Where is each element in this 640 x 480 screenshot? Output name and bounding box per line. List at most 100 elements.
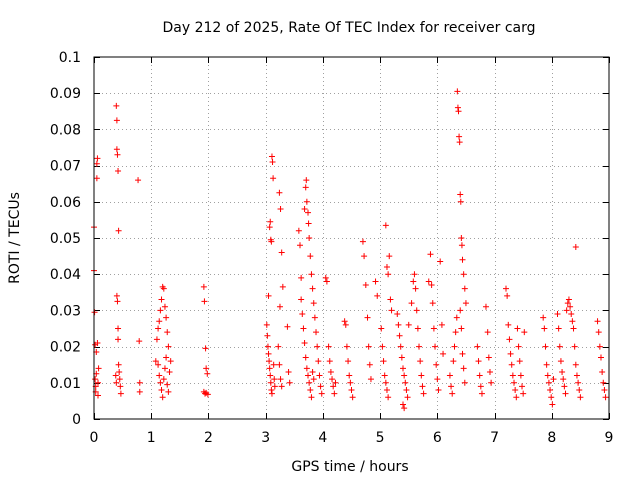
data-point bbox=[425, 278, 432, 285]
x-axis-label: GPS time / hours bbox=[291, 459, 408, 475]
data-point bbox=[117, 390, 124, 397]
data-point bbox=[331, 390, 338, 397]
data-point bbox=[458, 242, 465, 249]
data-point bbox=[155, 325, 162, 332]
data-point bbox=[342, 321, 349, 328]
data-point bbox=[506, 336, 513, 343]
data-point bbox=[276, 303, 283, 310]
data-point bbox=[268, 387, 275, 394]
data-point bbox=[308, 394, 315, 401]
data-point bbox=[309, 368, 316, 375]
data-point bbox=[317, 383, 324, 390]
data-point bbox=[265, 350, 272, 357]
data-point bbox=[301, 206, 308, 213]
data-point bbox=[303, 177, 310, 184]
data-point bbox=[307, 253, 314, 260]
data-point bbox=[270, 361, 277, 368]
x-tick-label: 1 bbox=[147, 430, 156, 446]
data-point bbox=[432, 343, 439, 350]
data-point bbox=[545, 379, 552, 386]
data-point bbox=[93, 160, 100, 167]
data-point bbox=[327, 368, 334, 375]
data-point bbox=[387, 296, 394, 303]
data-point bbox=[266, 365, 273, 372]
data-point bbox=[330, 383, 337, 390]
data-point bbox=[484, 329, 491, 336]
data-point bbox=[548, 394, 555, 401]
data-point bbox=[520, 390, 527, 397]
x-tick-label: 4 bbox=[318, 430, 327, 446]
data-point bbox=[202, 345, 209, 352]
data-point bbox=[428, 282, 435, 289]
data-point bbox=[298, 296, 305, 303]
data-point bbox=[417, 358, 424, 365]
data-point bbox=[159, 394, 166, 401]
data-point bbox=[557, 358, 564, 365]
data-point bbox=[372, 278, 379, 285]
data-point bbox=[599, 368, 606, 375]
data-point bbox=[306, 235, 313, 241]
data-point bbox=[575, 379, 582, 386]
data-point bbox=[318, 390, 325, 397]
data-point bbox=[313, 329, 320, 336]
data-point bbox=[268, 153, 275, 160]
data-point bbox=[511, 379, 518, 386]
data-point bbox=[322, 274, 329, 281]
data-point bbox=[454, 104, 461, 111]
data-point bbox=[594, 318, 601, 325]
data-point bbox=[450, 358, 457, 365]
data-point bbox=[378, 325, 385, 332]
x-tick-label: 0 bbox=[90, 430, 99, 446]
y-tick-label: 0.05 bbox=[50, 231, 81, 247]
data-point bbox=[341, 318, 348, 325]
data-point bbox=[396, 332, 403, 339]
x-tick-label: 8 bbox=[547, 430, 556, 446]
data-point bbox=[542, 343, 549, 350]
data-point bbox=[349, 394, 356, 401]
x-tick-label: 3 bbox=[261, 430, 270, 446]
data-point bbox=[462, 300, 469, 307]
data-point bbox=[398, 354, 405, 361]
data-point bbox=[419, 383, 426, 390]
data-point bbox=[595, 329, 602, 336]
data-point bbox=[565, 296, 572, 303]
data-point bbox=[512, 387, 519, 394]
data-point bbox=[577, 394, 584, 401]
data-point bbox=[271, 376, 278, 383]
data-point bbox=[513, 394, 520, 401]
data-point bbox=[382, 222, 389, 229]
data-point bbox=[136, 338, 143, 345]
data-point bbox=[521, 329, 528, 336]
data-point bbox=[136, 388, 143, 395]
data-point bbox=[383, 263, 390, 270]
data-point bbox=[325, 343, 332, 350]
data-point bbox=[161, 365, 168, 372]
data-point bbox=[267, 372, 274, 379]
data-point bbox=[456, 133, 463, 140]
data-point bbox=[136, 379, 143, 386]
data-point bbox=[306, 379, 313, 386]
data-point bbox=[115, 336, 122, 343]
data-point bbox=[482, 303, 489, 310]
y-tick-label: 0.07 bbox=[50, 159, 81, 175]
data-point bbox=[305, 220, 312, 227]
data-point bbox=[284, 323, 291, 330]
data-point bbox=[451, 343, 458, 350]
data-point bbox=[568, 311, 575, 318]
data-point bbox=[267, 379, 274, 386]
x-axis-ticks: 0 1 2 3 4 5 6 7 8 9 bbox=[90, 57, 613, 446]
data-point bbox=[305, 209, 312, 216]
data-point bbox=[400, 401, 406, 408]
data-point bbox=[474, 343, 481, 350]
data-point bbox=[323, 278, 330, 285]
data-point bbox=[379, 343, 386, 350]
data-point bbox=[454, 88, 461, 95]
data-point bbox=[507, 350, 514, 357]
data-point bbox=[266, 224, 273, 231]
x-tick-label: 2 bbox=[204, 430, 213, 446]
data-point bbox=[361, 253, 368, 260]
data-points bbox=[91, 88, 609, 412]
data-point bbox=[567, 303, 574, 310]
data-point bbox=[94, 155, 101, 162]
data-point bbox=[602, 394, 609, 401]
